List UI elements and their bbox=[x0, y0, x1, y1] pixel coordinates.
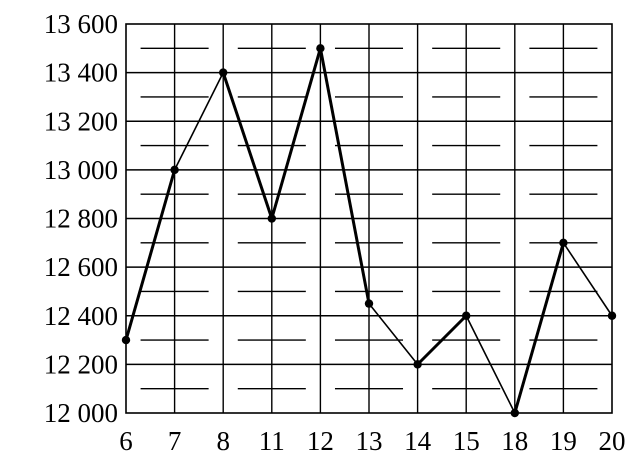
series-segment bbox=[124, 168, 177, 342]
data-point bbox=[267, 214, 276, 223]
x-tick-label: 18 bbox=[501, 426, 528, 455]
plot-frame bbox=[125, 23, 613, 414]
y-tick-label: 12 200 bbox=[44, 349, 118, 379]
series-segment bbox=[513, 241, 565, 415]
series-segment bbox=[562, 242, 613, 317]
data-point bbox=[607, 311, 617, 320]
x-tick-label: 7 bbox=[168, 426, 182, 455]
y-tick-label: 12 600 bbox=[44, 252, 118, 282]
y-tick-label: 12 800 bbox=[44, 204, 118, 234]
series-segment bbox=[173, 71, 224, 171]
data-point bbox=[413, 360, 422, 369]
y-tick-label: 13 200 bbox=[44, 106, 118, 136]
grid bbox=[126, 24, 612, 413]
series-segment bbox=[221, 71, 274, 220]
x-tick-label: 15 bbox=[453, 426, 480, 455]
y-tick-label: 13 000 bbox=[44, 155, 118, 185]
x-tick-label: 11 bbox=[259, 426, 285, 455]
y-tick-label: 13 400 bbox=[44, 58, 118, 88]
x-tick-label: 20 bbox=[599, 426, 626, 455]
data-point bbox=[559, 238, 568, 248]
plot-border bbox=[125, 23, 613, 414]
y-tick-label: 12 000 bbox=[44, 398, 118, 428]
series-points bbox=[121, 44, 617, 418]
series-segment bbox=[465, 314, 516, 414]
data-point bbox=[510, 408, 519, 418]
series-segment bbox=[416, 314, 468, 366]
x-tick-label: 14 bbox=[404, 426, 432, 455]
x-tick-label: 13 bbox=[356, 426, 383, 455]
x-tick-label: 6 bbox=[119, 426, 133, 455]
data-point bbox=[462, 311, 471, 320]
series-segment bbox=[368, 302, 419, 366]
data-point bbox=[170, 165, 179, 175]
data-point bbox=[121, 335, 131, 345]
x-tick-label: 8 bbox=[216, 426, 230, 455]
y-axis-ticks: 12 000 12 200 12 400 12 600 12 800 13 000 13 2… bbox=[44, 9, 118, 428]
x-tick-label: 19 bbox=[550, 426, 577, 455]
series-line bbox=[124, 46, 613, 415]
y-tick-label: 13 600 bbox=[44, 9, 118, 39]
data-point bbox=[316, 44, 325, 53]
data-point bbox=[364, 299, 374, 308]
data-point bbox=[219, 68, 228, 77]
series-segment bbox=[318, 46, 371, 306]
x-tick-label: 12 bbox=[307, 426, 334, 455]
y-tick-label: 12 400 bbox=[44, 301, 118, 331]
x-axis-ticks: 6 7 8 11 12 13 14 15 18 19 20 bbox=[119, 426, 625, 455]
series-segment bbox=[270, 46, 322, 220]
